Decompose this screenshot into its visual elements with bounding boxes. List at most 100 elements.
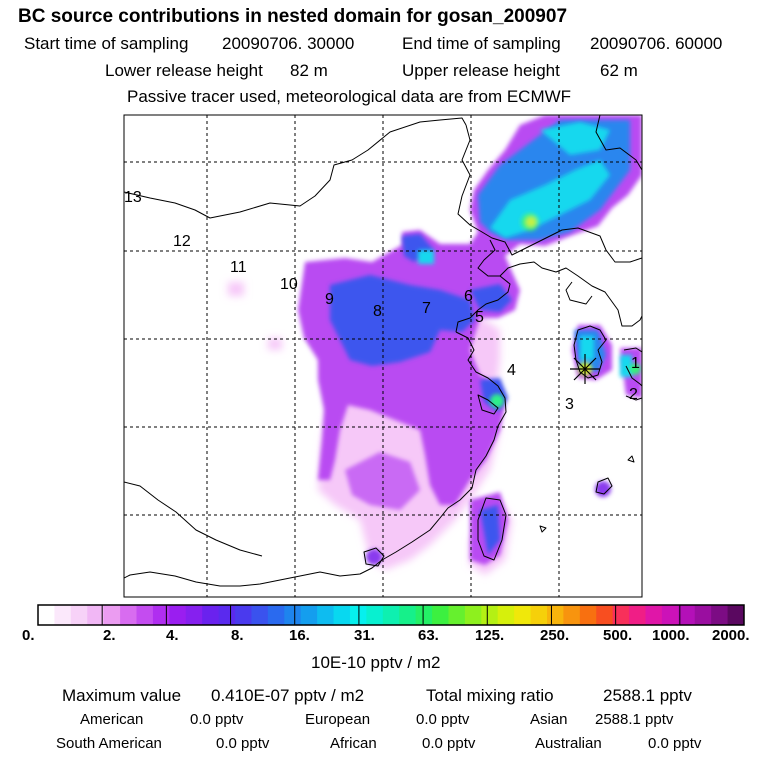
colorbar-swatch [317,605,335,625]
colorbar-swatch [251,605,269,625]
colorbar-swatch [38,605,55,625]
receptor-star-icon [570,354,600,384]
colorbar-swatch [661,605,679,625]
site-label-4: 4 [507,362,516,379]
colorbar-unit: 10E-10 pptv / m2 [311,653,441,672]
colorbar-swatch [514,605,532,625]
colorbar-swatch [382,605,400,625]
site-label-6: 6 [464,288,473,305]
colorbar-swatch [711,605,729,625]
colorbar-swatch [136,605,154,625]
site-label-2: 2 [629,386,638,403]
colorbar-swatch [694,605,712,625]
colorbar-swatch [497,605,515,625]
colorbar-swatch [530,605,548,625]
region-south-american-value: 0.0 pptv [216,735,270,752]
colorbar-tick-500: 500. [603,627,633,644]
site-label-13: 13 [124,189,142,206]
colorbar-swatch [481,605,499,625]
colorbar-swatch [267,605,285,625]
colorbar-tick-125: 125. [475,627,505,644]
colorbar-tick-31: 31. [354,627,375,644]
colorbar-swatch [120,605,138,625]
site-label-3: 3 [565,396,574,413]
colorbar-swatch [645,605,663,625]
colorbar-swatch [678,605,696,625]
colorbar-tick-2000: 2000. [712,627,750,644]
max-value: 0.410E-07 pptv / m2 [211,686,365,705]
colorbar-swatch [185,605,203,625]
region-australian-label: Australian [535,735,602,752]
total-mixing-label: Total mixing ratio [426,686,554,705]
region-european-label: European [305,711,371,728]
colorbar-tick-4: 4. [166,627,179,644]
total-mixing-value: 2588.1 pptv [603,686,692,705]
region-asian-label: Asian [530,711,568,728]
colorbar-swatch [448,605,466,625]
colorbar-swatch [432,605,449,625]
colorbar-swatch [596,605,614,625]
map-title: BC source contributions in nested domain… [18,6,568,27]
region-european-value: 0.0 pptv [416,711,470,728]
colorbar-tick-0: 0. [22,627,35,644]
colorbar-tick-16: 16. [289,627,310,644]
colorbar-frame [37,604,745,626]
colorbar-swatch [54,605,72,625]
tracer-note: Passive tracer used, meteorological data… [127,87,572,106]
coastline-borders [124,115,642,587]
site-label-9: 9 [325,291,334,308]
colorbar-swatch [399,605,417,625]
lat-lon-grid [124,115,642,597]
colorbar-swatch [70,605,88,625]
region-african-label: African [330,735,377,752]
colorbar-swatch [612,605,630,625]
site-label-11: 11 [230,259,247,276]
colorbar-swatch [300,605,318,625]
colorbar-swatch [563,605,581,625]
lower-release-value: 82 m [290,61,328,80]
colorbar-swatch [235,605,252,625]
colorbar-tick-1000: 1000. [652,627,690,644]
site-label-5: 5 [475,309,484,326]
end-time-value: 20090706. 60000 [590,34,723,53]
colorbar-swatch [629,605,646,625]
colorbar-swatch [284,605,302,625]
region-american-label: American [80,711,144,728]
start-time-label: Start time of sampling [24,34,189,53]
colorbar-swatch [546,605,564,625]
map-frame [123,114,643,598]
max-value-label: Maximum value [62,686,182,705]
colorbar-swatch [87,605,105,625]
colorbar-swatch [464,605,482,625]
colorbar [37,604,745,626]
lower-release-label: Lower release height [105,61,263,80]
colorbar-tick-63: 63. [418,627,439,644]
colorbar-swatch [103,605,121,625]
colorbar-swatch [415,605,433,625]
colorbar-swatch [333,605,351,625]
colorbar-swatch [579,605,597,625]
colorbar-swatch [152,605,170,625]
start-time-value: 20090706. 30000 [222,34,355,53]
region-australian-value: 0.0 pptv [648,735,702,752]
colorbar-tick-2: 2. [103,627,116,644]
site-label-12: 12 [173,233,191,250]
region-african-value: 0.0 pptv [422,735,476,752]
colorbar-swatch [169,605,187,625]
region-american-value: 0.0 pptv [190,711,244,728]
upper-release-label: Upper release height [402,61,560,80]
colorbar-swatch [218,605,236,625]
site-label-10: 10 [280,276,298,293]
colorbar-tick-250: 250. [540,627,570,644]
region-south-american-label: South American [56,735,162,752]
site-label-7: 7 [422,300,431,317]
end-time-label: End time of sampling [402,34,561,53]
site-label-1: 1 [631,355,640,372]
colorbar-swatch [727,605,745,625]
colorbar-tick-8: 8. [231,627,244,644]
upper-release-value: 62 m [600,61,638,80]
site-label-8: 8 [373,303,382,320]
region-asian-value: 2588.1 pptv [595,711,674,728]
colorbar-swatch [366,605,384,625]
